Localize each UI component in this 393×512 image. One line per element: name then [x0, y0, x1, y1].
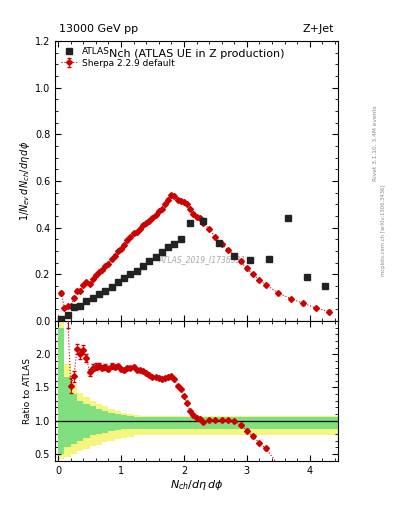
ATLAS: [122, 274, 127, 281]
ATLAS: [78, 303, 83, 309]
ATLAS: [172, 241, 177, 247]
ATLAS: [285, 215, 290, 221]
Text: 13000 GeV pp: 13000 GeV pp: [59, 24, 138, 34]
Legend: ATLAS, Sherpa 2.2.9 default: ATLAS, Sherpa 2.2.9 default: [59, 46, 177, 70]
ATLAS: [128, 271, 133, 278]
ATLAS: [147, 258, 152, 264]
Text: Z+Jet: Z+Jet: [302, 24, 334, 34]
Text: Rivet 3.1.10, 3.4M events: Rivet 3.1.10, 3.4M events: [373, 105, 378, 181]
X-axis label: $N_{ch}/d\eta\,d\phi$: $N_{ch}/d\eta\,d\phi$: [170, 478, 223, 493]
ATLAS: [116, 280, 120, 286]
ATLAS: [141, 263, 145, 269]
ATLAS: [65, 312, 70, 318]
Y-axis label: Ratio to ATLAS: Ratio to ATLAS: [23, 358, 32, 424]
ATLAS: [200, 218, 205, 224]
ATLAS: [97, 291, 101, 297]
ATLAS: [103, 287, 108, 293]
ATLAS: [160, 249, 164, 255]
Text: ATLAS_2019_I1736531: ATLAS_2019_I1736531: [158, 255, 246, 264]
ATLAS: [188, 220, 193, 226]
ATLAS: [216, 240, 221, 246]
ATLAS: [84, 298, 89, 304]
ATLAS: [248, 257, 252, 263]
ATLAS: [178, 236, 183, 242]
ATLAS: [90, 294, 95, 301]
ATLAS: [323, 283, 328, 289]
ATLAS: [134, 268, 139, 274]
Text: mcplots.cern.ch [arXiv:1306.3436]: mcplots.cern.ch [arXiv:1306.3436]: [381, 185, 386, 276]
Text: Nch (ATLAS UE in Z production): Nch (ATLAS UE in Z production): [109, 49, 284, 59]
ATLAS: [266, 256, 271, 262]
ATLAS: [72, 304, 76, 310]
Line: ATLAS: ATLAS: [59, 216, 328, 322]
Y-axis label: $1/N_{ev}\,dN_{ch}/d\eta\,d\phi$: $1/N_{ev}\,dN_{ch}/d\eta\,d\phi$: [18, 141, 32, 221]
ATLAS: [304, 273, 309, 280]
ATLAS: [109, 284, 114, 290]
ATLAS: [59, 315, 64, 322]
ATLAS: [232, 252, 237, 259]
ATLAS: [166, 244, 171, 250]
ATLAS: [153, 253, 158, 260]
